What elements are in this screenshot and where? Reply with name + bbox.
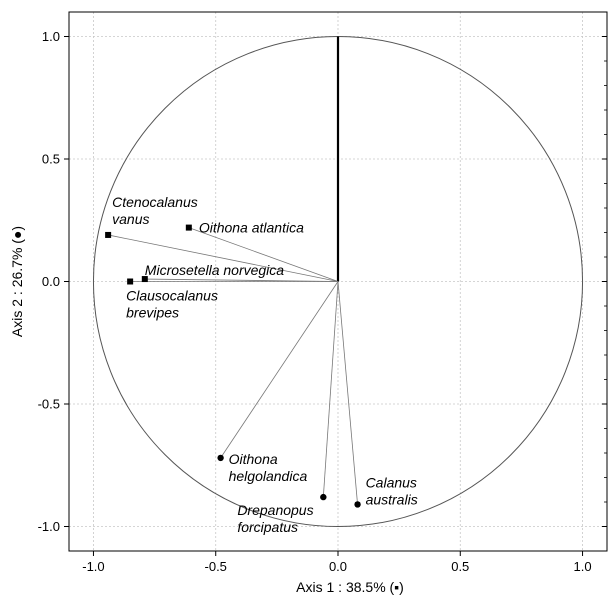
points-layer — [105, 224, 361, 508]
x-tick-label: 0.5 — [451, 559, 469, 574]
vectors-layer — [108, 36, 358, 505]
loading-vector — [144, 278, 339, 282]
data-point-circle — [217, 454, 224, 462]
species-label: Calanus australis — [366, 474, 418, 507]
species-label-line: Oithona — [229, 451, 278, 467]
loading-vector — [322, 281, 339, 498]
species-label-line: Clausocalanus — [126, 288, 218, 304]
species-label: Oithona atlantica — [199, 220, 304, 236]
species-label-line: Oithona atlantica — [199, 220, 304, 236]
loading-vector — [188, 227, 339, 282]
y-tick-label: 0.5 — [42, 152, 60, 167]
species-label-line: australis — [366, 491, 418, 507]
data-point-square — [127, 278, 134, 285]
y-tick-label: 1.0 — [42, 29, 60, 44]
species-label: Oithona helgolandica — [229, 451, 308, 484]
species-label: Drepanopus forcipatus — [237, 502, 313, 535]
species-label-line: Ctenocalanus — [112, 194, 198, 210]
species-label-line: vanus — [112, 211, 149, 227]
species-label-line: forcipatus — [237, 519, 298, 535]
species-label: Ctenocalanus vanus — [112, 194, 198, 227]
y-tick-label: -1.0 — [38, 519, 60, 534]
data-point-circle — [320, 493, 327, 501]
species-label: Microsetella norvegica — [145, 262, 284, 278]
y-axis-title: Axis 2 : 26.7% (●) — [9, 226, 25, 337]
species-label-line: brevipes — [126, 305, 179, 321]
data-point-square — [141, 276, 148, 283]
x-axis-title: Axis 1 : 38.5% (▪) — [296, 579, 404, 595]
species-label: Clausocalanus brevipes — [126, 288, 218, 321]
x-tick-label: 0.0 — [329, 559, 347, 574]
species-label-line: helgolandica — [229, 468, 308, 484]
x-tick-label: -1.0 — [82, 559, 104, 574]
loading-vector — [108, 234, 339, 282]
data-point-circle — [354, 501, 361, 508]
loading-vector — [337, 281, 358, 505]
loading-vector — [220, 281, 339, 459]
tick-labels-layer: -1.0 -0.5 0.0 0.5 1.0 1.0 0.5 0.0 -0.5 -1.0 — [38, 11, 607, 574]
y-tick-label: -0.5 — [38, 397, 60, 412]
data-point-square — [105, 231, 112, 238]
species-label-line: Drepanopus — [237, 502, 313, 518]
y-tick-label: 0.0 — [42, 274, 60, 289]
x-tick-label: 1.0 — [574, 559, 592, 574]
species-label-line: Microsetella norvegica — [145, 262, 284, 278]
species-label-line: Calanus — [366, 474, 417, 490]
x-tick-label: -0.5 — [205, 559, 227, 574]
data-point-square — [185, 224, 192, 231]
